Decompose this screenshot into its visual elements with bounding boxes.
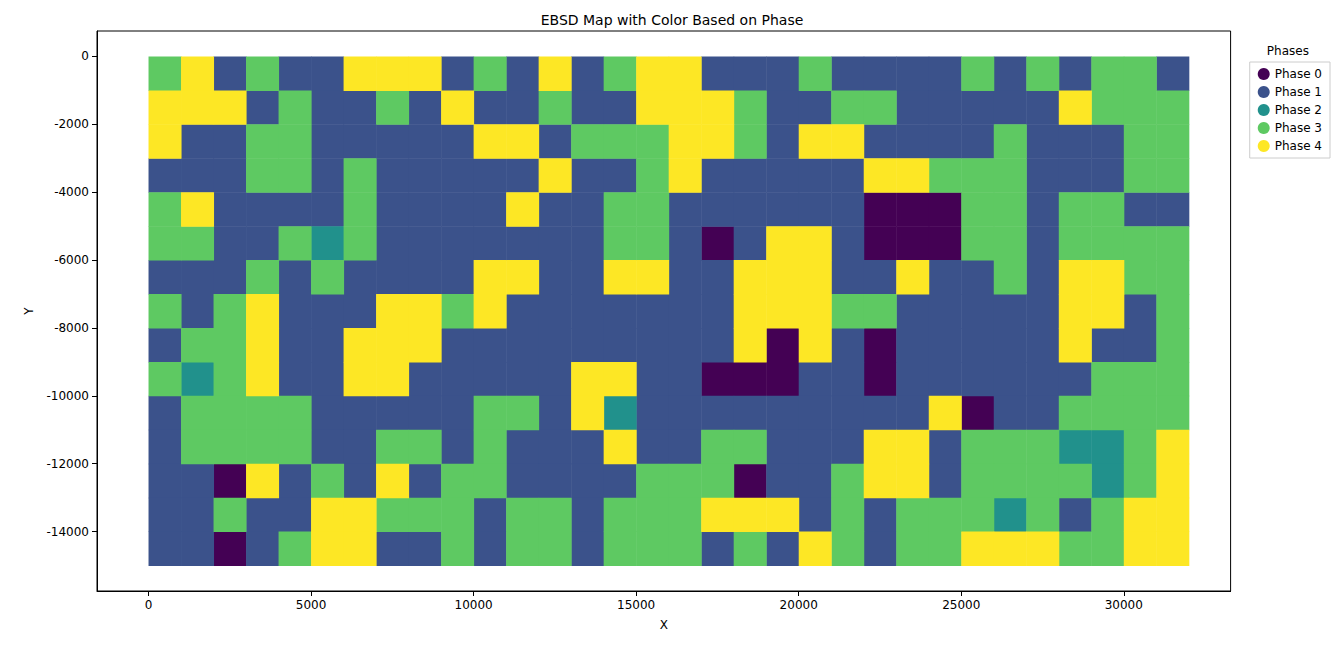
svg-text:25000: 25000 <box>942 598 980 612</box>
svg-text:20000: 20000 <box>780 598 818 612</box>
svg-text:-6000: -6000 <box>54 253 89 267</box>
svg-text:-12000: -12000 <box>46 457 89 471</box>
svg-text:30000: 30000 <box>1105 598 1143 612</box>
svg-text:EBSD Map with Color Based on P: EBSD Map with Color Based on Phase <box>541 12 804 28</box>
svg-text:Y: Y <box>22 307 36 316</box>
svg-text:-2000: -2000 <box>54 117 89 131</box>
svg-text:15000: 15000 <box>617 598 655 612</box>
svg-text:Phase 3: Phase 3 <box>1275 121 1322 135</box>
svg-text:Phase 1: Phase 1 <box>1275 85 1322 99</box>
svg-text:-10000: -10000 <box>46 389 89 403</box>
svg-text:10000: 10000 <box>455 598 493 612</box>
svg-text:Phase 2: Phase 2 <box>1275 103 1322 117</box>
svg-text:Phase 0: Phase 0 <box>1275 67 1322 81</box>
svg-text:Phases: Phases <box>1267 44 1309 58</box>
svg-text:Phase 4: Phase 4 <box>1275 139 1322 153</box>
svg-text:X: X <box>660 618 668 632</box>
svg-text:-14000: -14000 <box>46 525 89 539</box>
svg-text:-8000: -8000 <box>54 321 89 335</box>
svg-text:0: 0 <box>145 598 153 612</box>
svg-text:5000: 5000 <box>296 598 327 612</box>
svg-text:0: 0 <box>81 49 89 63</box>
svg-text:-4000: -4000 <box>54 185 89 199</box>
